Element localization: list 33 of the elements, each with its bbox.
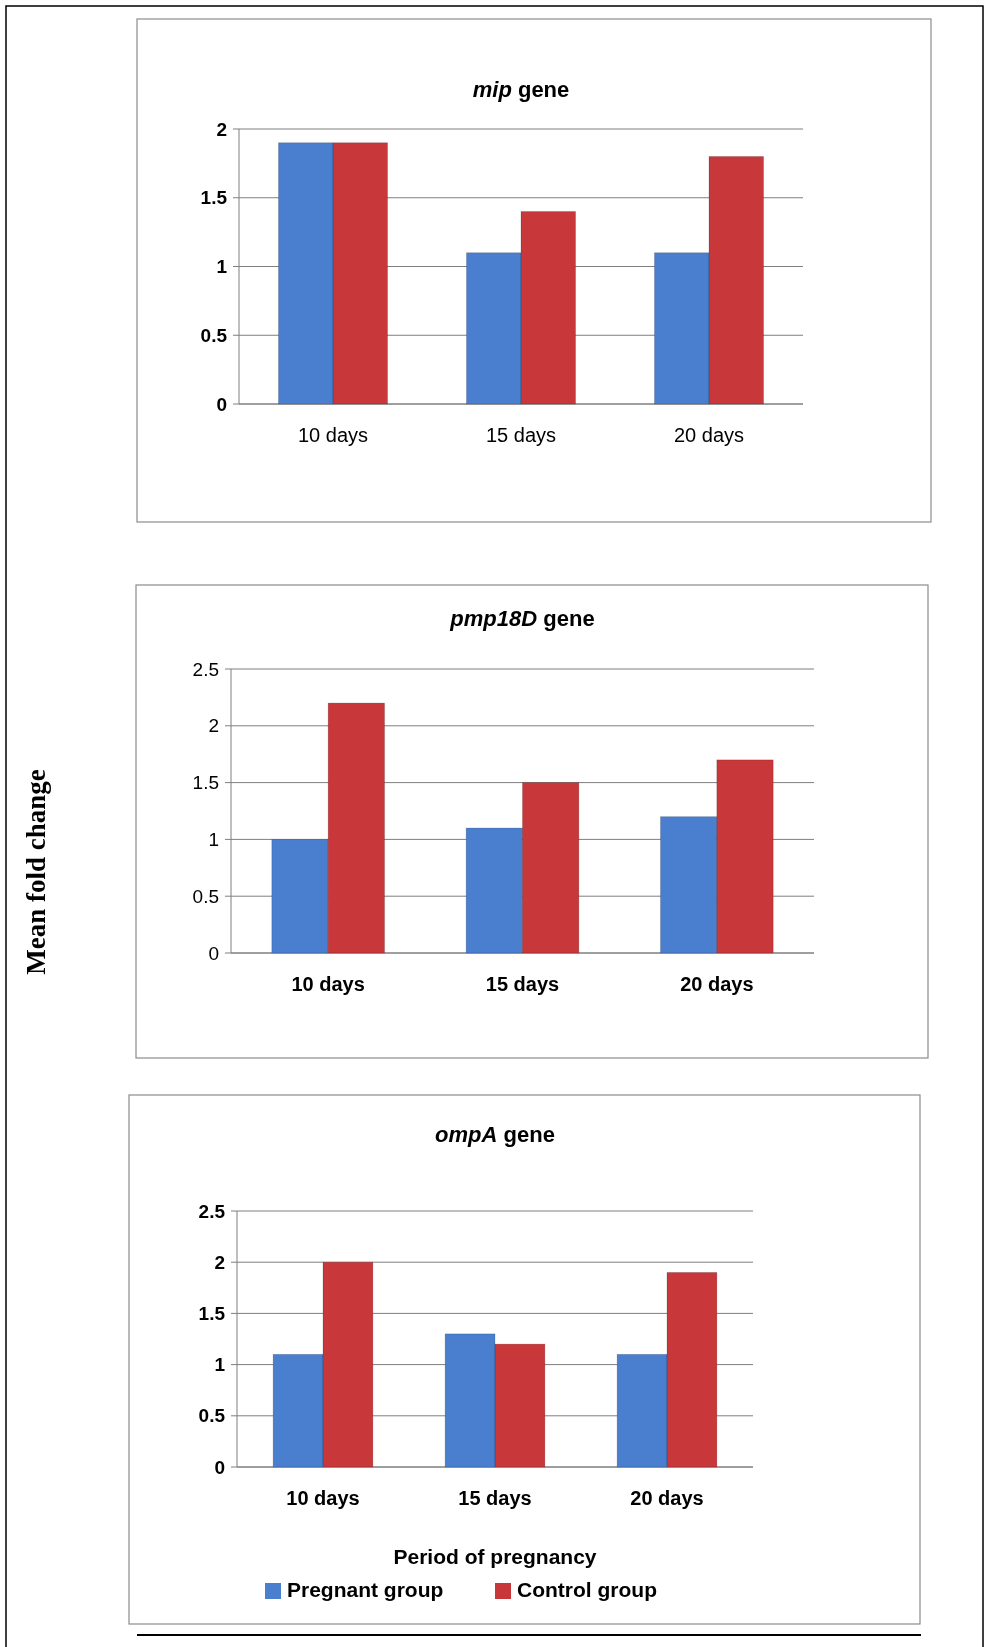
y-tick-label: 2 [214,1251,225,1273]
y-tick-label: 0 [216,393,227,415]
y-tick-label: 0.5 [198,1405,226,1427]
y-tick-label: 1.5 [192,772,219,794]
y-tick-label: 0.5 [192,885,219,907]
y-tick-label: 2 [208,715,219,737]
y-tick-label: 0 [208,942,219,964]
x-tick-label: 10 days [297,424,369,446]
legend-label: Pregnant group [287,1578,444,1601]
x-tick-label: 15 days [458,1487,532,1509]
y-tick-label: 0 [214,1456,225,1478]
chart-title: pmp18D gene [449,606,595,631]
x-tick-label: 10 days [286,1487,360,1509]
y-tick-label: 2 [216,118,227,140]
y-tick-label: 2.5 [192,658,219,680]
chart-title: mip gene [472,77,570,102]
legend-label: Control group [517,1578,657,1601]
y-axis-title: Mean fold change [21,769,51,975]
y-tick-label: 1 [208,829,219,851]
x-tick-label: 20 days [680,973,754,995]
y-tick-label: 1 [214,1354,226,1376]
y-tick-label: 1.5 [200,187,228,209]
x-tick-label: 10 days [291,973,365,995]
y-tick-label: 0.5 [200,324,228,346]
x-axis-title: Period of pregnancy [393,1545,597,1568]
y-tick-label: 2.5 [198,1200,226,1222]
x-tick-label: 20 days [630,1487,704,1509]
chart-title: ompA gene [435,1122,555,1147]
x-tick-label: 15 days [485,973,560,995]
y-tick-label: 1 [216,256,228,278]
y-tick-label: 1.5 [198,1303,226,1325]
x-tick-label: 20 days [673,424,745,446]
x-tick-label: 15 days [485,424,557,446]
